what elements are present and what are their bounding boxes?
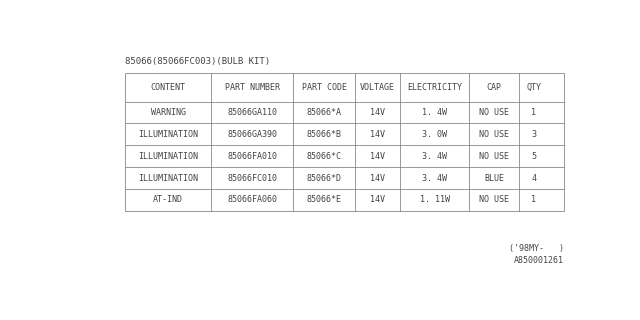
Text: 1. 11W: 1. 11W [420, 196, 450, 204]
Text: 85066(85066FC003)(BULB KIT): 85066(85066FC003)(BULB KIT) [125, 57, 270, 66]
Text: 5: 5 [531, 152, 536, 161]
Text: 85066*E: 85066*E [307, 196, 342, 204]
Text: 85066*A: 85066*A [307, 108, 342, 117]
Text: 85066FA010: 85066FA010 [227, 152, 277, 161]
Text: 3. 4W: 3. 4W [422, 152, 447, 161]
Text: NO USE: NO USE [479, 108, 509, 117]
Text: 4: 4 [531, 174, 536, 183]
Text: QTY: QTY [526, 83, 541, 92]
Text: CONTENT: CONTENT [150, 83, 186, 92]
Text: 85066*D: 85066*D [307, 174, 342, 183]
Text: 85066GA390: 85066GA390 [227, 130, 277, 139]
Text: ILLUMINATION: ILLUMINATION [138, 152, 198, 161]
Text: CAP: CAP [486, 83, 502, 92]
Text: NO USE: NO USE [479, 130, 509, 139]
Text: ILLUMINATION: ILLUMINATION [138, 130, 198, 139]
Text: 85066FA060: 85066FA060 [227, 196, 277, 204]
Text: 85066*C: 85066*C [307, 152, 342, 161]
Text: ILLUMINATION: ILLUMINATION [138, 174, 198, 183]
Text: PART NUMBER: PART NUMBER [225, 83, 280, 92]
Text: AT-IND: AT-IND [153, 196, 183, 204]
Text: VOLTAGE: VOLTAGE [360, 83, 395, 92]
Text: A850001261: A850001261 [513, 256, 564, 265]
Text: PART CODE: PART CODE [302, 83, 347, 92]
Text: NO USE: NO USE [479, 152, 509, 161]
Text: 14V: 14V [370, 196, 385, 204]
Text: 1. 4W: 1. 4W [422, 108, 447, 117]
Text: BLUE: BLUE [484, 174, 504, 183]
Text: 14V: 14V [370, 108, 385, 117]
Text: 3. 4W: 3. 4W [422, 174, 447, 183]
Text: 1: 1 [531, 108, 536, 117]
Text: 3. 0W: 3. 0W [422, 130, 447, 139]
Text: 1: 1 [531, 196, 536, 204]
Text: WARNING: WARNING [150, 108, 186, 117]
Text: 85066GA110: 85066GA110 [227, 108, 277, 117]
Text: 85066*B: 85066*B [307, 130, 342, 139]
Text: 85066FC010: 85066FC010 [227, 174, 277, 183]
Text: ('98MY-   ): ('98MY- ) [509, 244, 564, 253]
Text: 14V: 14V [370, 174, 385, 183]
Text: 3: 3 [531, 130, 536, 139]
Text: NO USE: NO USE [479, 196, 509, 204]
Text: 14V: 14V [370, 152, 385, 161]
Text: ELECTRICITY: ELECTRICITY [407, 83, 462, 92]
Text: 14V: 14V [370, 130, 385, 139]
